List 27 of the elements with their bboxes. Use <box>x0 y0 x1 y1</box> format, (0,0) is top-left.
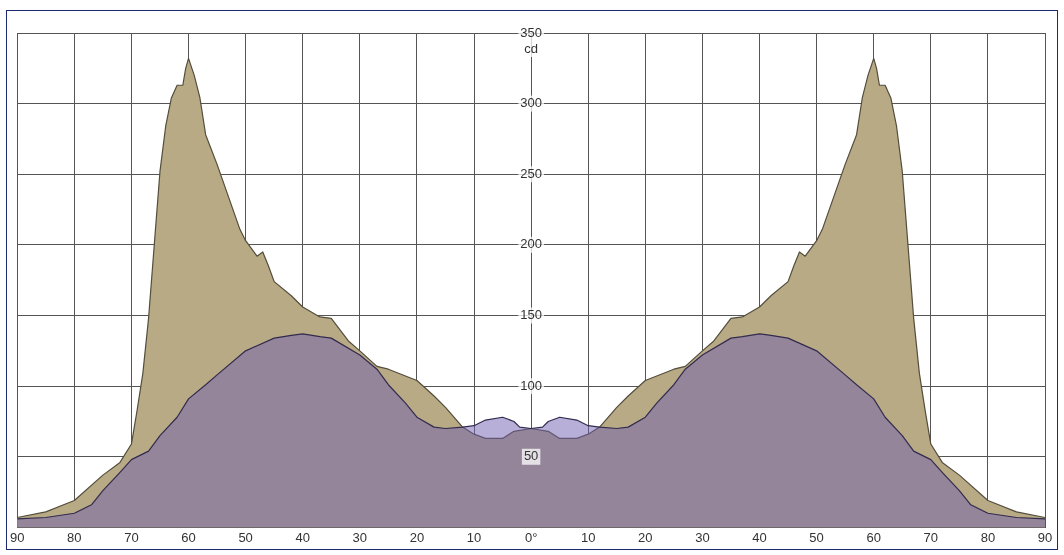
x-tick-label: 70 <box>923 529 939 545</box>
x-tick-label: 40 <box>752 529 767 545</box>
y-tick-label: 50 <box>523 448 539 464</box>
x-tick-label: 40 <box>295 529 310 545</box>
y-tick-label: 100 <box>520 377 542 393</box>
x-tick-label: 80 <box>67 529 82 545</box>
x-tick-label: 60 <box>866 529 881 545</box>
y-tick-label: 300 <box>520 95 542 111</box>
y-axis-title: cd <box>524 40 538 56</box>
x-tick-label: 10 <box>580 529 596 545</box>
y-tick-label: 150 <box>520 307 542 323</box>
x-tick-label: 50 <box>238 529 253 545</box>
x-tick-label: 10 <box>466 529 482 545</box>
x-tick-label: 70 <box>124 529 139 545</box>
x-tick-label: 0° <box>524 529 538 545</box>
x-tick-label: 20 <box>638 529 653 545</box>
x-tick-label: 20 <box>409 529 425 545</box>
y-tick-label: 350 <box>520 24 542 40</box>
x-tick-label: 30 <box>352 529 368 545</box>
x-tick-label: 60 <box>181 529 196 545</box>
y-tick-label: 250 <box>520 165 542 181</box>
x-tick-label: 90 <box>1037 529 1053 545</box>
x-tick-label: 80 <box>980 529 996 545</box>
x-tick-label: 90 <box>10 529 25 545</box>
x-tick-label: 30 <box>695 529 710 545</box>
x-tick-label: 50 <box>809 529 824 545</box>
y-tick-label: 200 <box>520 236 542 252</box>
